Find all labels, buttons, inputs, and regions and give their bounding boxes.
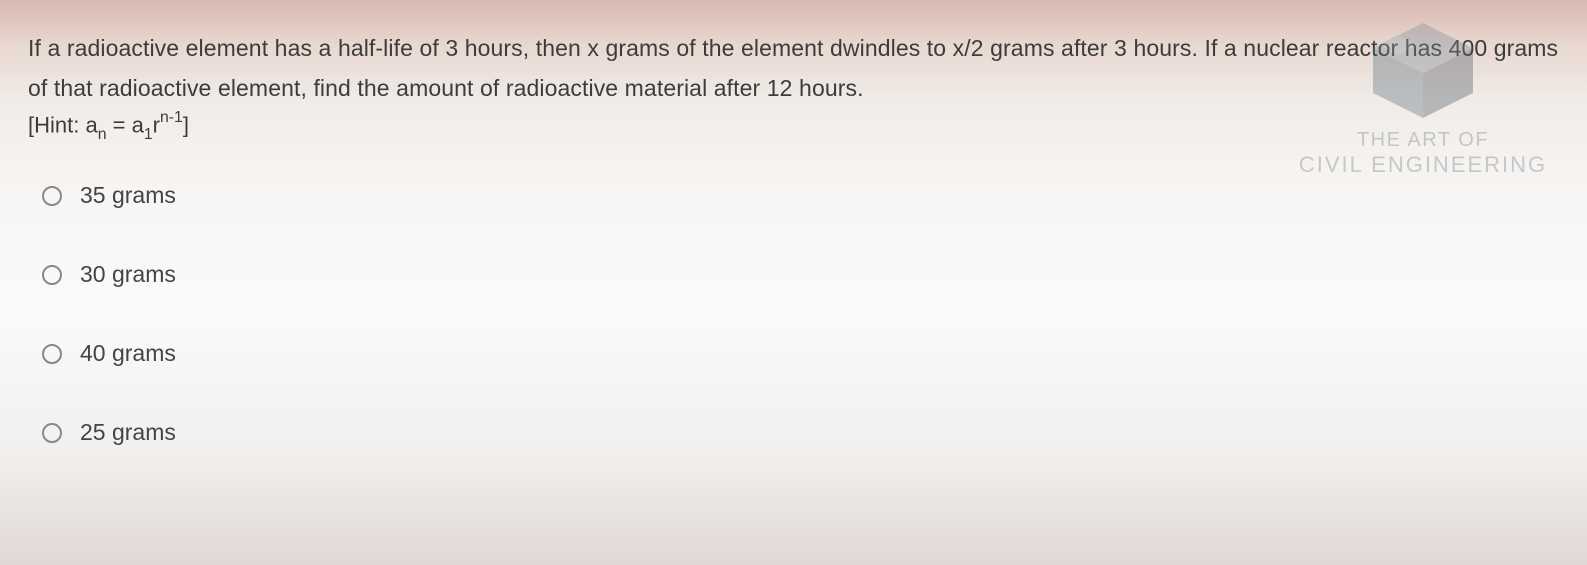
option-label: 35 grams: [80, 182, 176, 209]
hint-sup: n-1: [160, 109, 183, 126]
option-label: 30 grams: [80, 261, 176, 288]
hint-sub-n: n: [98, 126, 107, 143]
hint-prefix: [Hint: a: [28, 112, 98, 137]
options-list: 35 grams 30 grams 40 grams 25 grams: [0, 142, 1587, 446]
question-block: If a radioactive element has a half-life…: [0, 0, 1587, 142]
option-3[interactable]: 40 grams: [42, 340, 1587, 367]
option-2[interactable]: 30 grams: [42, 261, 1587, 288]
question-hint: [Hint: an = a1rn-1]: [28, 111, 1559, 143]
option-label: 25 grams: [80, 419, 176, 446]
option-4[interactable]: 25 grams: [42, 419, 1587, 446]
hint-sub-1: 1: [144, 126, 153, 143]
option-label: 40 grams: [80, 340, 176, 367]
radio-icon: [42, 186, 62, 206]
option-1[interactable]: 35 grams: [42, 182, 1587, 209]
hint-mid: = a: [107, 112, 144, 137]
hint-suffix: ]: [183, 112, 189, 137]
hint-r: r: [153, 112, 160, 137]
radio-icon: [42, 265, 62, 285]
radio-icon: [42, 344, 62, 364]
radio-icon: [42, 423, 62, 443]
question-text: If a radioactive element has a half-life…: [28, 28, 1559, 109]
